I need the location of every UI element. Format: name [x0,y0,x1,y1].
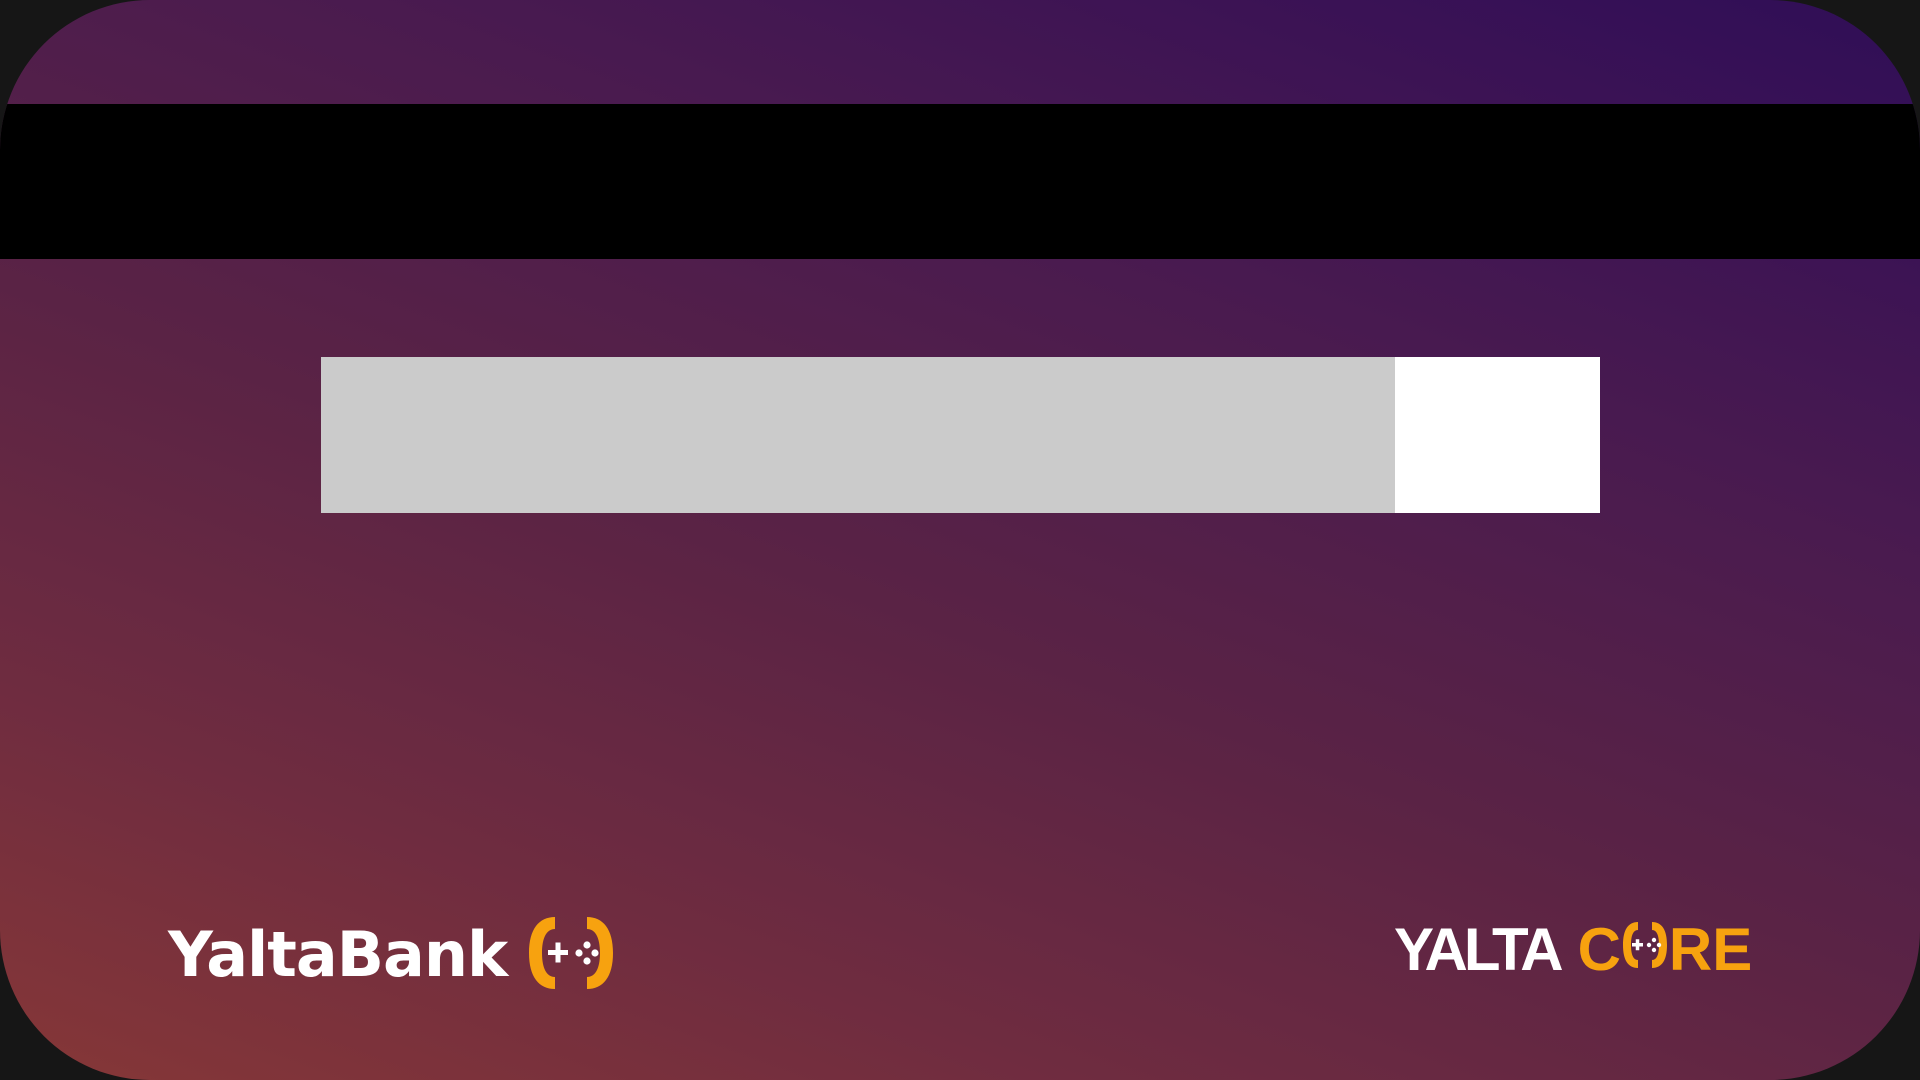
core-logo-letter-c: C [1577,916,1621,983]
magnetic-stripe [0,104,1920,259]
bank-logo: YaltaBank [168,912,621,998]
core-logo-word-yalta: YALTA [1394,916,1564,983]
core-logo-letters-re: RE [1668,916,1753,983]
gamepad-o-icon [1621,920,1669,980]
signature-panel [321,357,1395,513]
cvv-panel [1395,357,1600,513]
core-logo-word-core: C RE [1578,920,1753,980]
gamepad-brackets-icon [521,913,621,998]
bank-wordmark: YaltaBank [168,918,508,991]
core-logo: YALTA CORE YALTA C RE [1394,916,1753,983]
